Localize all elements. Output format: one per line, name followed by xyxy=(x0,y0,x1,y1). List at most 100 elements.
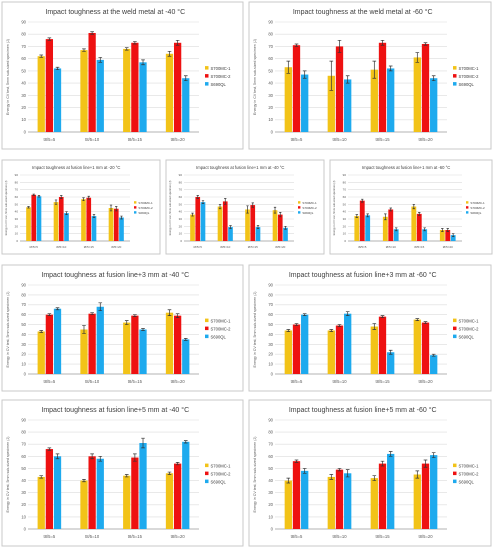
error-bar xyxy=(90,31,94,35)
y-tick-label: 70 xyxy=(343,188,347,192)
error-bar xyxy=(431,452,436,458)
error-bar xyxy=(446,228,449,232)
bar xyxy=(113,208,119,241)
error-bar xyxy=(431,75,436,82)
bar xyxy=(354,216,360,241)
y-axis-label: Energy in CV test, 5mm sub-sized specime… xyxy=(6,39,10,115)
bar xyxy=(36,196,42,241)
y-tick-label: 10 xyxy=(268,514,273,519)
y-tick-label: 80 xyxy=(21,292,26,297)
error-bar xyxy=(380,315,385,318)
legend-swatch xyxy=(298,211,301,214)
chart-title: Impact toughness at fusion line+3 mm at … xyxy=(289,271,437,279)
error-bar xyxy=(167,309,172,317)
x-tick-label: t8/5=15 xyxy=(128,137,143,142)
x-tick-label: t8/5=15 xyxy=(375,534,390,539)
x-tick-label: t8/5=10 xyxy=(332,379,347,384)
y-tick-label: 60 xyxy=(268,454,273,459)
error-bar xyxy=(329,474,334,480)
error-bar xyxy=(380,39,385,46)
error-bar xyxy=(141,328,145,331)
bar xyxy=(88,33,96,132)
legend-label: S700MC-1 xyxy=(459,66,480,71)
x-tick-label: t8/5=20 xyxy=(443,245,453,249)
error-bar xyxy=(279,212,282,218)
x-tick-label: t8/5=10 xyxy=(85,379,100,384)
legend-swatch xyxy=(205,471,209,476)
legend-label: S700MC-2 xyxy=(459,74,480,79)
error-bar xyxy=(302,468,307,474)
bar xyxy=(421,44,430,132)
y-tick-label: 40 xyxy=(15,210,19,214)
error-bar xyxy=(337,324,342,327)
y-tick-label: 20 xyxy=(179,224,183,228)
y-tick-label: 80 xyxy=(268,430,273,435)
y-axis-label: Energy in CV test, 5mm sub-sized specime… xyxy=(4,180,8,235)
error-bar xyxy=(345,75,350,84)
legend-label: S690QL xyxy=(211,82,227,87)
legend-swatch xyxy=(298,206,301,209)
legend-label: S690QL xyxy=(211,334,227,339)
bar xyxy=(413,474,421,529)
bar xyxy=(301,314,309,374)
bar xyxy=(139,329,147,374)
legend-swatch xyxy=(453,471,457,476)
bar xyxy=(86,197,92,241)
x-tick-label: t8/5=15 xyxy=(248,245,258,249)
error-bar xyxy=(133,453,137,462)
y-tick-label: 50 xyxy=(179,202,183,206)
legend-label: S690QL xyxy=(302,211,313,215)
bar xyxy=(283,227,288,241)
y-tick-label: 20 xyxy=(15,224,19,228)
y-axis-label: Energy in CV test, 5mm sub-sized specime… xyxy=(332,180,336,235)
chart-title: Impact toughness at the weld metal at -4… xyxy=(45,8,185,16)
bar xyxy=(378,463,387,529)
error-bar xyxy=(196,195,199,199)
error-bar xyxy=(175,39,180,46)
y-tick-label: 70 xyxy=(179,188,183,192)
legend-label: S700MC-1 xyxy=(211,463,232,468)
error-bar xyxy=(388,349,393,355)
error-bar xyxy=(92,214,96,218)
y-tick-label: 0 xyxy=(24,371,27,376)
error-bar xyxy=(175,462,180,466)
error-bar xyxy=(380,460,385,467)
bar xyxy=(165,473,174,529)
chart-title: Impact toughness at fusion line+1 mm at … xyxy=(196,165,284,170)
error-bar xyxy=(183,338,188,341)
error-bar xyxy=(124,320,129,325)
bar xyxy=(416,213,422,241)
x-tick-label: t8/5=15 xyxy=(375,137,390,142)
bar xyxy=(131,315,139,374)
error-bar xyxy=(355,214,359,218)
y-tick-label: 80 xyxy=(21,430,26,435)
error-bar xyxy=(82,48,86,52)
bar xyxy=(387,68,395,132)
legend-swatch xyxy=(453,318,457,323)
legend-label: S700MC-2 xyxy=(211,326,232,331)
y-tick-label: 20 xyxy=(268,352,273,357)
y-tick-label: 50 xyxy=(21,466,26,471)
bar xyxy=(393,229,399,241)
y-tick-label: 90 xyxy=(21,417,26,422)
y-tick-label: 30 xyxy=(268,490,273,495)
error-bar xyxy=(90,453,94,460)
y-axis-label: Energy in CV test, 5mm sub-sized specime… xyxy=(253,437,257,513)
error-bar xyxy=(294,43,299,47)
y-tick-label: 30 xyxy=(179,217,183,221)
legend-label: S700MC-2 xyxy=(211,74,232,79)
error-bar xyxy=(423,459,428,468)
error-bar xyxy=(55,66,60,71)
y-tick-label: 40 xyxy=(268,332,273,337)
bar xyxy=(88,313,96,374)
x-tick-label: t8/5=5 xyxy=(43,379,55,384)
x-tick-label: t8/5=20 xyxy=(171,137,186,142)
x-tick-label: t8/5=15 xyxy=(84,245,94,249)
error-bar xyxy=(183,75,188,82)
bar xyxy=(217,206,223,241)
bar xyxy=(359,200,365,241)
chart-panel: Impact toughness at fusion line+1 mm at … xyxy=(1,159,161,255)
error-bar xyxy=(284,225,287,230)
error-bar xyxy=(47,37,52,41)
legend-swatch xyxy=(466,211,469,214)
